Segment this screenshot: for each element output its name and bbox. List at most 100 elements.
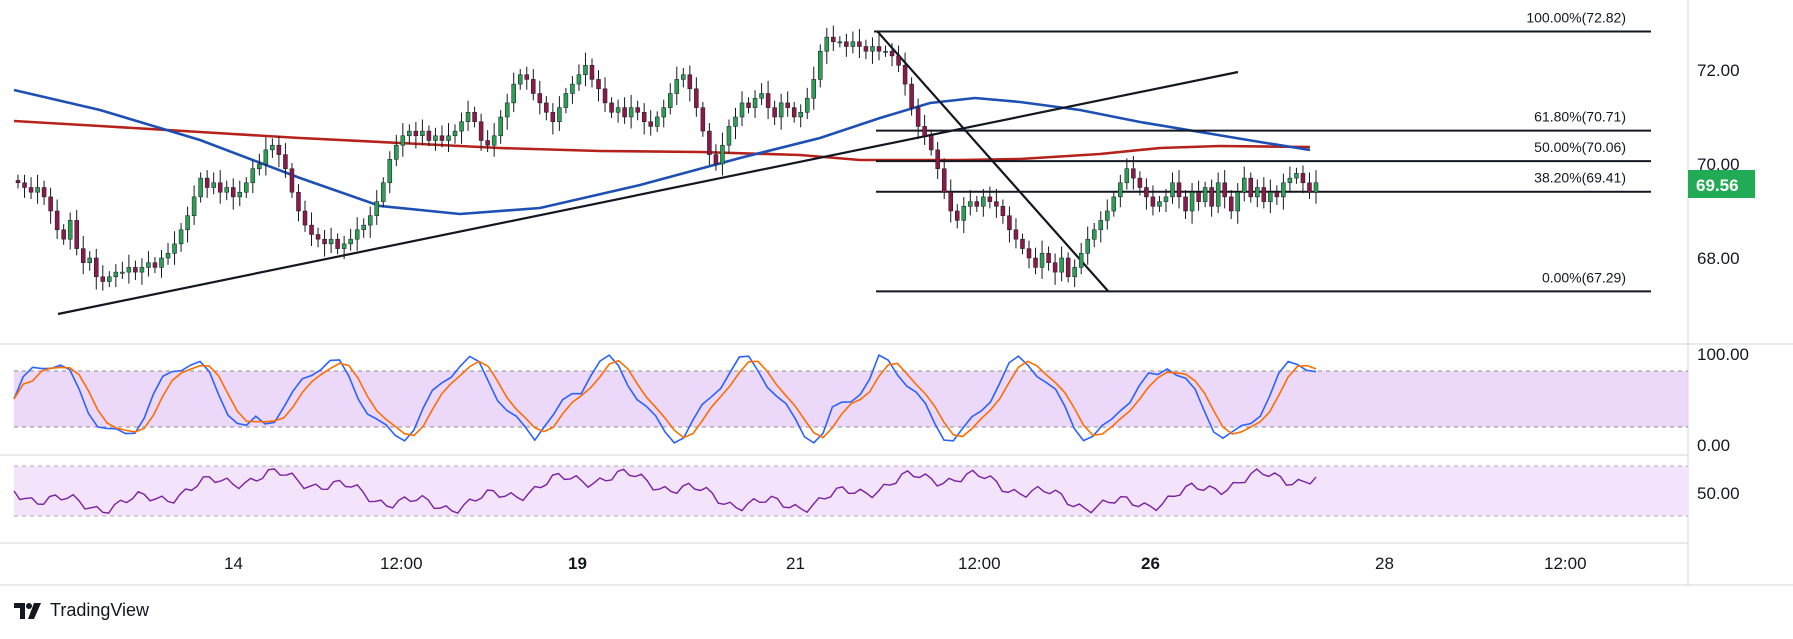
candle-79 — [531, 69, 536, 101]
candle-169 — [1118, 174, 1123, 208]
price-label-72: 72.00 — [1697, 61, 1740, 80]
candle-27 — [191, 185, 197, 225]
candle-177 — [1170, 172, 1175, 204]
candle-87 — [583, 52, 588, 87]
candle-93 — [622, 97, 627, 124]
candle-83 — [557, 96, 562, 131]
fibonacci-levels: 100.00%(72.82) 61.80%(70.71) 50.00%(70.06)… — [874, 9, 1651, 293]
candle-185 — [1222, 170, 1227, 209]
candle-47 — [322, 230, 327, 257]
candle-103 — [687, 65, 693, 102]
candle-123 — [818, 44, 823, 88]
brand-name: TradingView — [50, 600, 150, 620]
fib-label-4: 0.00%(67.29) — [1542, 269, 1626, 285]
candle-191 — [1261, 177, 1267, 209]
candle-57 — [387, 151, 393, 194]
candle-72 — [485, 130, 490, 153]
candle-59 — [400, 123, 406, 157]
candle-199 — [1313, 170, 1319, 204]
candle-84 — [563, 87, 569, 114]
stochastic-lines — [13, 353, 1317, 444]
candle-6 — [54, 199, 60, 239]
candle-73 — [491, 123, 497, 157]
candles — [15, 25, 1319, 291]
candle-143 — [948, 179, 953, 223]
candle-166 — [1098, 211, 1104, 243]
price-tag-label: 69.56 — [1696, 176, 1739, 195]
candle-78 — [524, 66, 530, 90]
rsi-line — [13, 468, 1317, 514]
candle-29 — [204, 170, 210, 198]
candle-110 — [733, 107, 738, 140]
time-label-4: 12:00 — [958, 554, 1001, 573]
candle-38 — [263, 137, 269, 176]
candle-117 — [778, 93, 784, 130]
candle-45 — [309, 212, 314, 247]
candle-151 — [1000, 199, 1006, 224]
stoch-label-0: 0.00 — [1697, 436, 1730, 455]
brand[interactable]: TradingView — [14, 600, 149, 621]
candle-128 — [850, 31, 856, 54]
candle-109 — [726, 119, 732, 154]
candle-63 — [426, 125, 432, 147]
candle-70 — [472, 106, 477, 128]
candle-165 — [1091, 222, 1097, 248]
price-label-68: 68.00 — [1697, 249, 1740, 268]
stoch-d-line — [13, 359, 1317, 439]
candle-186 — [1228, 190, 1234, 219]
candle-61 — [413, 121, 419, 149]
stoch-band — [14, 371, 1688, 427]
candle-153 — [1013, 218, 1019, 249]
candle-179 — [1183, 190, 1188, 219]
candle-88 — [589, 58, 595, 88]
candle-52 — [354, 217, 360, 251]
candle-157 — [1039, 240, 1045, 279]
candle-81 — [544, 96, 549, 121]
candle-106 — [707, 123, 712, 165]
candle-141 — [935, 141, 940, 180]
candle-105 — [700, 101, 706, 137]
candle-149 — [987, 186, 993, 209]
fib-label-1: 61.80%(70.71) — [1534, 109, 1626, 125]
candle-132 — [876, 34, 882, 61]
time-label-7: 12:00 — [1544, 554, 1587, 573]
candle-170 — [1124, 158, 1130, 190]
candle-1 — [22, 174, 27, 198]
candle-80 — [537, 80, 543, 115]
candle-7 — [61, 224, 66, 245]
candle-50 — [341, 235, 347, 259]
candle-137 — [909, 77, 914, 116]
candle-183 — [1209, 179, 1214, 217]
candle-41 — [283, 143, 288, 178]
candle-95 — [635, 100, 640, 121]
candle-69 — [465, 100, 471, 131]
candle-71 — [478, 113, 484, 151]
candle-126 — [837, 36, 843, 48]
candle-40 — [276, 136, 282, 168]
candle-43 — [296, 184, 301, 222]
candle-16 — [120, 261, 125, 279]
candle-196 — [1294, 167, 1299, 184]
candle-108 — [720, 132, 725, 176]
stoch-label-100: 100.00 — [1697, 345, 1749, 364]
candle-160 — [1059, 246, 1064, 282]
candle-65 — [439, 125, 445, 148]
fib-label-3: 38.20%(69.41) — [1534, 170, 1626, 186]
candle-175 — [1157, 195, 1162, 212]
candle-161 — [1065, 252, 1071, 283]
candle-155 — [1026, 240, 1032, 269]
candle-127 — [844, 33, 849, 57]
candle-51 — [348, 228, 353, 251]
candle-144 — [955, 204, 960, 229]
candle-133 — [883, 45, 888, 57]
time-label-2: 19 — [568, 554, 587, 573]
candle-5 — [48, 187, 53, 224]
moving-averages — [13, 88, 1311, 216]
candle-102 — [681, 67, 686, 88]
candle-55 — [374, 190, 379, 225]
candle-12 — [94, 248, 99, 290]
candle-173 — [1144, 178, 1149, 210]
candle-22 — [159, 250, 164, 278]
candle-192 — [1268, 179, 1273, 214]
candle-180 — [1189, 183, 1195, 224]
